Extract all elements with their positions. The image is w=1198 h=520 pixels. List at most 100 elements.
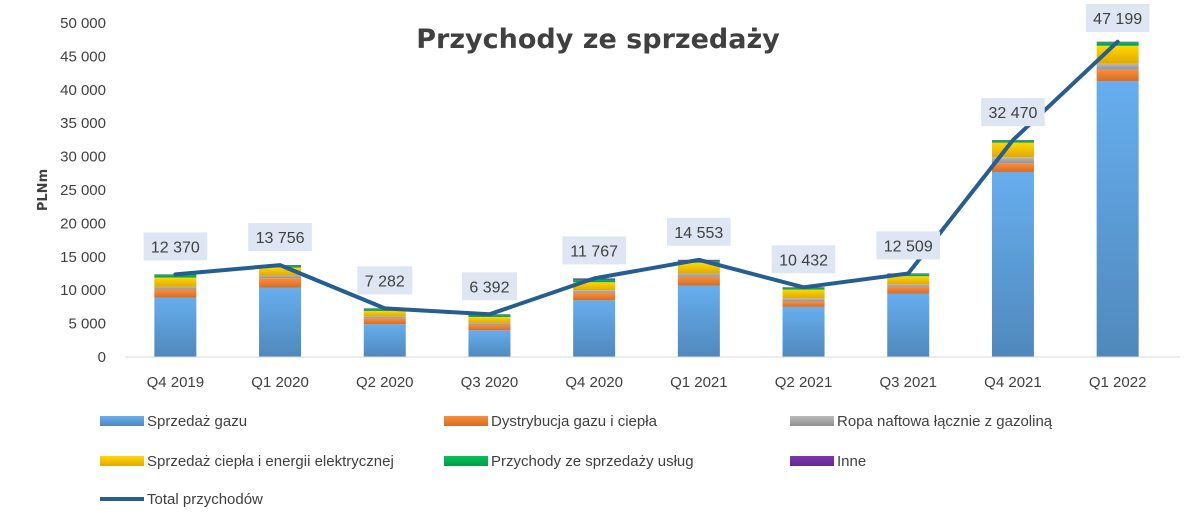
bar-segment	[259, 267, 302, 276]
bar-segment	[154, 286, 197, 290]
bar-segment	[1096, 63, 1139, 70]
total-label-box	[143, 232, 208, 261]
bar-segment	[1096, 69, 1139, 82]
legend-label: Dystrybucja gazu i ciepła	[491, 413, 658, 430]
bar-segment	[363, 324, 406, 357]
bar-segment	[573, 282, 616, 291]
total-line	[173, 39, 1120, 317]
total-label: 12 370	[143, 232, 208, 261]
y-axis-label: PLNm	[36, 169, 51, 211]
legend-label: Inne	[837, 453, 866, 470]
total-line-path	[173, 39, 1120, 317]
total-label-box	[1085, 4, 1150, 32]
bar-segment	[154, 289, 197, 298]
legend-item: Sprzedaż ciepła i energii elektrycznej	[100, 453, 394, 470]
total-label-text: 12 370	[151, 239, 200, 256]
total-label-text: 47 199	[1093, 11, 1142, 28]
bar-segment	[887, 284, 930, 287]
y-tick-label: 40 000	[60, 82, 106, 99]
legend-item: Sprzedaż gazu	[100, 413, 247, 430]
total-label-text: 6 392	[469, 279, 509, 296]
legend-swatch	[444, 456, 488, 466]
bar-segment	[573, 300, 616, 357]
y-tick-label: 20 000	[60, 215, 106, 232]
total-label-text: 10 432	[779, 252, 828, 269]
y-tick-label: 45 000	[60, 48, 106, 65]
bar-segment	[782, 306, 825, 357]
bar-segment	[468, 330, 511, 357]
bar-segment	[887, 293, 930, 357]
total-label-box	[771, 245, 836, 274]
y-tick-label: 15 000	[60, 249, 106, 266]
total-label: 10 432	[771, 245, 836, 274]
total-label: 13 756	[248, 223, 312, 252]
bar-segment	[782, 289, 825, 299]
legend-item: Inne	[790, 453, 866, 470]
legend: Sprzedaż gazu Dystrybucja gazu i ciepła Ro…	[100, 413, 1053, 508]
legend-swatch	[790, 416, 834, 426]
legend-item: Dystrybucja gazu i ciepła	[444, 413, 658, 430]
x-axis-ticks: Q4 2019 Q1 2020 Q2 2020 Q3 2020 Q4 2020 Q1 20…	[147, 374, 1147, 391]
bar-segment	[782, 301, 825, 307]
x-tick-label: Q1 2022	[1089, 374, 1147, 391]
bar-segment	[468, 324, 511, 331]
legend-label: Ropa naftowa łącznie z gazoliną	[837, 413, 1053, 430]
bar-segment	[154, 277, 197, 287]
total-label-box	[248, 223, 312, 252]
bar-segment	[259, 278, 302, 288]
x-tick-label: Q4 2020	[565, 374, 623, 391]
bar-segment	[677, 262, 720, 274]
bar-segment	[887, 286, 930, 294]
legend-label: Sprzedaż gazu	[147, 413, 247, 430]
total-label-box	[876, 231, 941, 260]
bar-segment	[1096, 81, 1139, 357]
bar-segment	[887, 276, 930, 285]
legend-swatch	[790, 456, 834, 466]
x-tick-label: Q4 2021	[984, 374, 1042, 391]
bar-segment	[573, 292, 616, 301]
bar-segment	[154, 297, 197, 357]
bar-segment	[573, 290, 616, 293]
bar-segment	[363, 318, 406, 325]
legend-label: Przychody ze sprzedaży usług	[491, 453, 694, 470]
total-label-text: 14 553	[674, 225, 723, 242]
bar-segment	[991, 157, 1034, 164]
y-axis-ticks: 0 5 000 10 000 15 000 20 000 25 000 30 000 35 0…	[60, 15, 106, 366]
total-label: 7 282	[357, 266, 413, 295]
x-tick-label: Q3 2020	[461, 374, 519, 391]
legend-swatch	[444, 416, 488, 426]
bar-segment	[991, 171, 1034, 357]
total-label-box	[667, 217, 731, 246]
total-label-box	[357, 266, 413, 295]
bar-segment	[782, 298, 825, 302]
y-tick-label: 25 000	[60, 182, 106, 199]
legend-label: Total przychodów	[147, 491, 263, 508]
total-label-box	[981, 98, 1045, 127]
bar-segment	[363, 310, 406, 317]
bar-segment	[991, 163, 1034, 172]
bar-segment	[991, 142, 1034, 158]
total-label-box	[461, 272, 517, 301]
bar-segment	[259, 287, 302, 357]
x-tick-label: Q4 2019	[147, 374, 205, 391]
bar-segment	[573, 279, 616, 283]
bar-stacks	[154, 41, 1139, 357]
bar-segment	[677, 285, 720, 357]
bar-segment	[259, 275, 302, 279]
bar-segment	[363, 316, 406, 319]
total-label: 14 553	[667, 217, 731, 246]
x-tick-label: Q1 2020	[251, 374, 309, 391]
x-tick-label: Q3 2021	[879, 374, 937, 391]
total-label-text: 13 756	[256, 230, 305, 247]
legend-label: Sprzedaż ciepła i energii elektrycznej	[147, 453, 394, 470]
bar-segment	[468, 316, 511, 323]
bar-segment	[677, 276, 720, 286]
total-label-box	[562, 236, 626, 265]
total-label: 32 470	[981, 98, 1045, 127]
total-label-text: 7 282	[365, 273, 405, 290]
y-tick-label: 30 000	[60, 149, 106, 166]
bar-segment	[677, 273, 720, 277]
y-tick-label: 50 000	[60, 15, 106, 32]
x-tick-label: Q1 2021	[670, 374, 728, 391]
